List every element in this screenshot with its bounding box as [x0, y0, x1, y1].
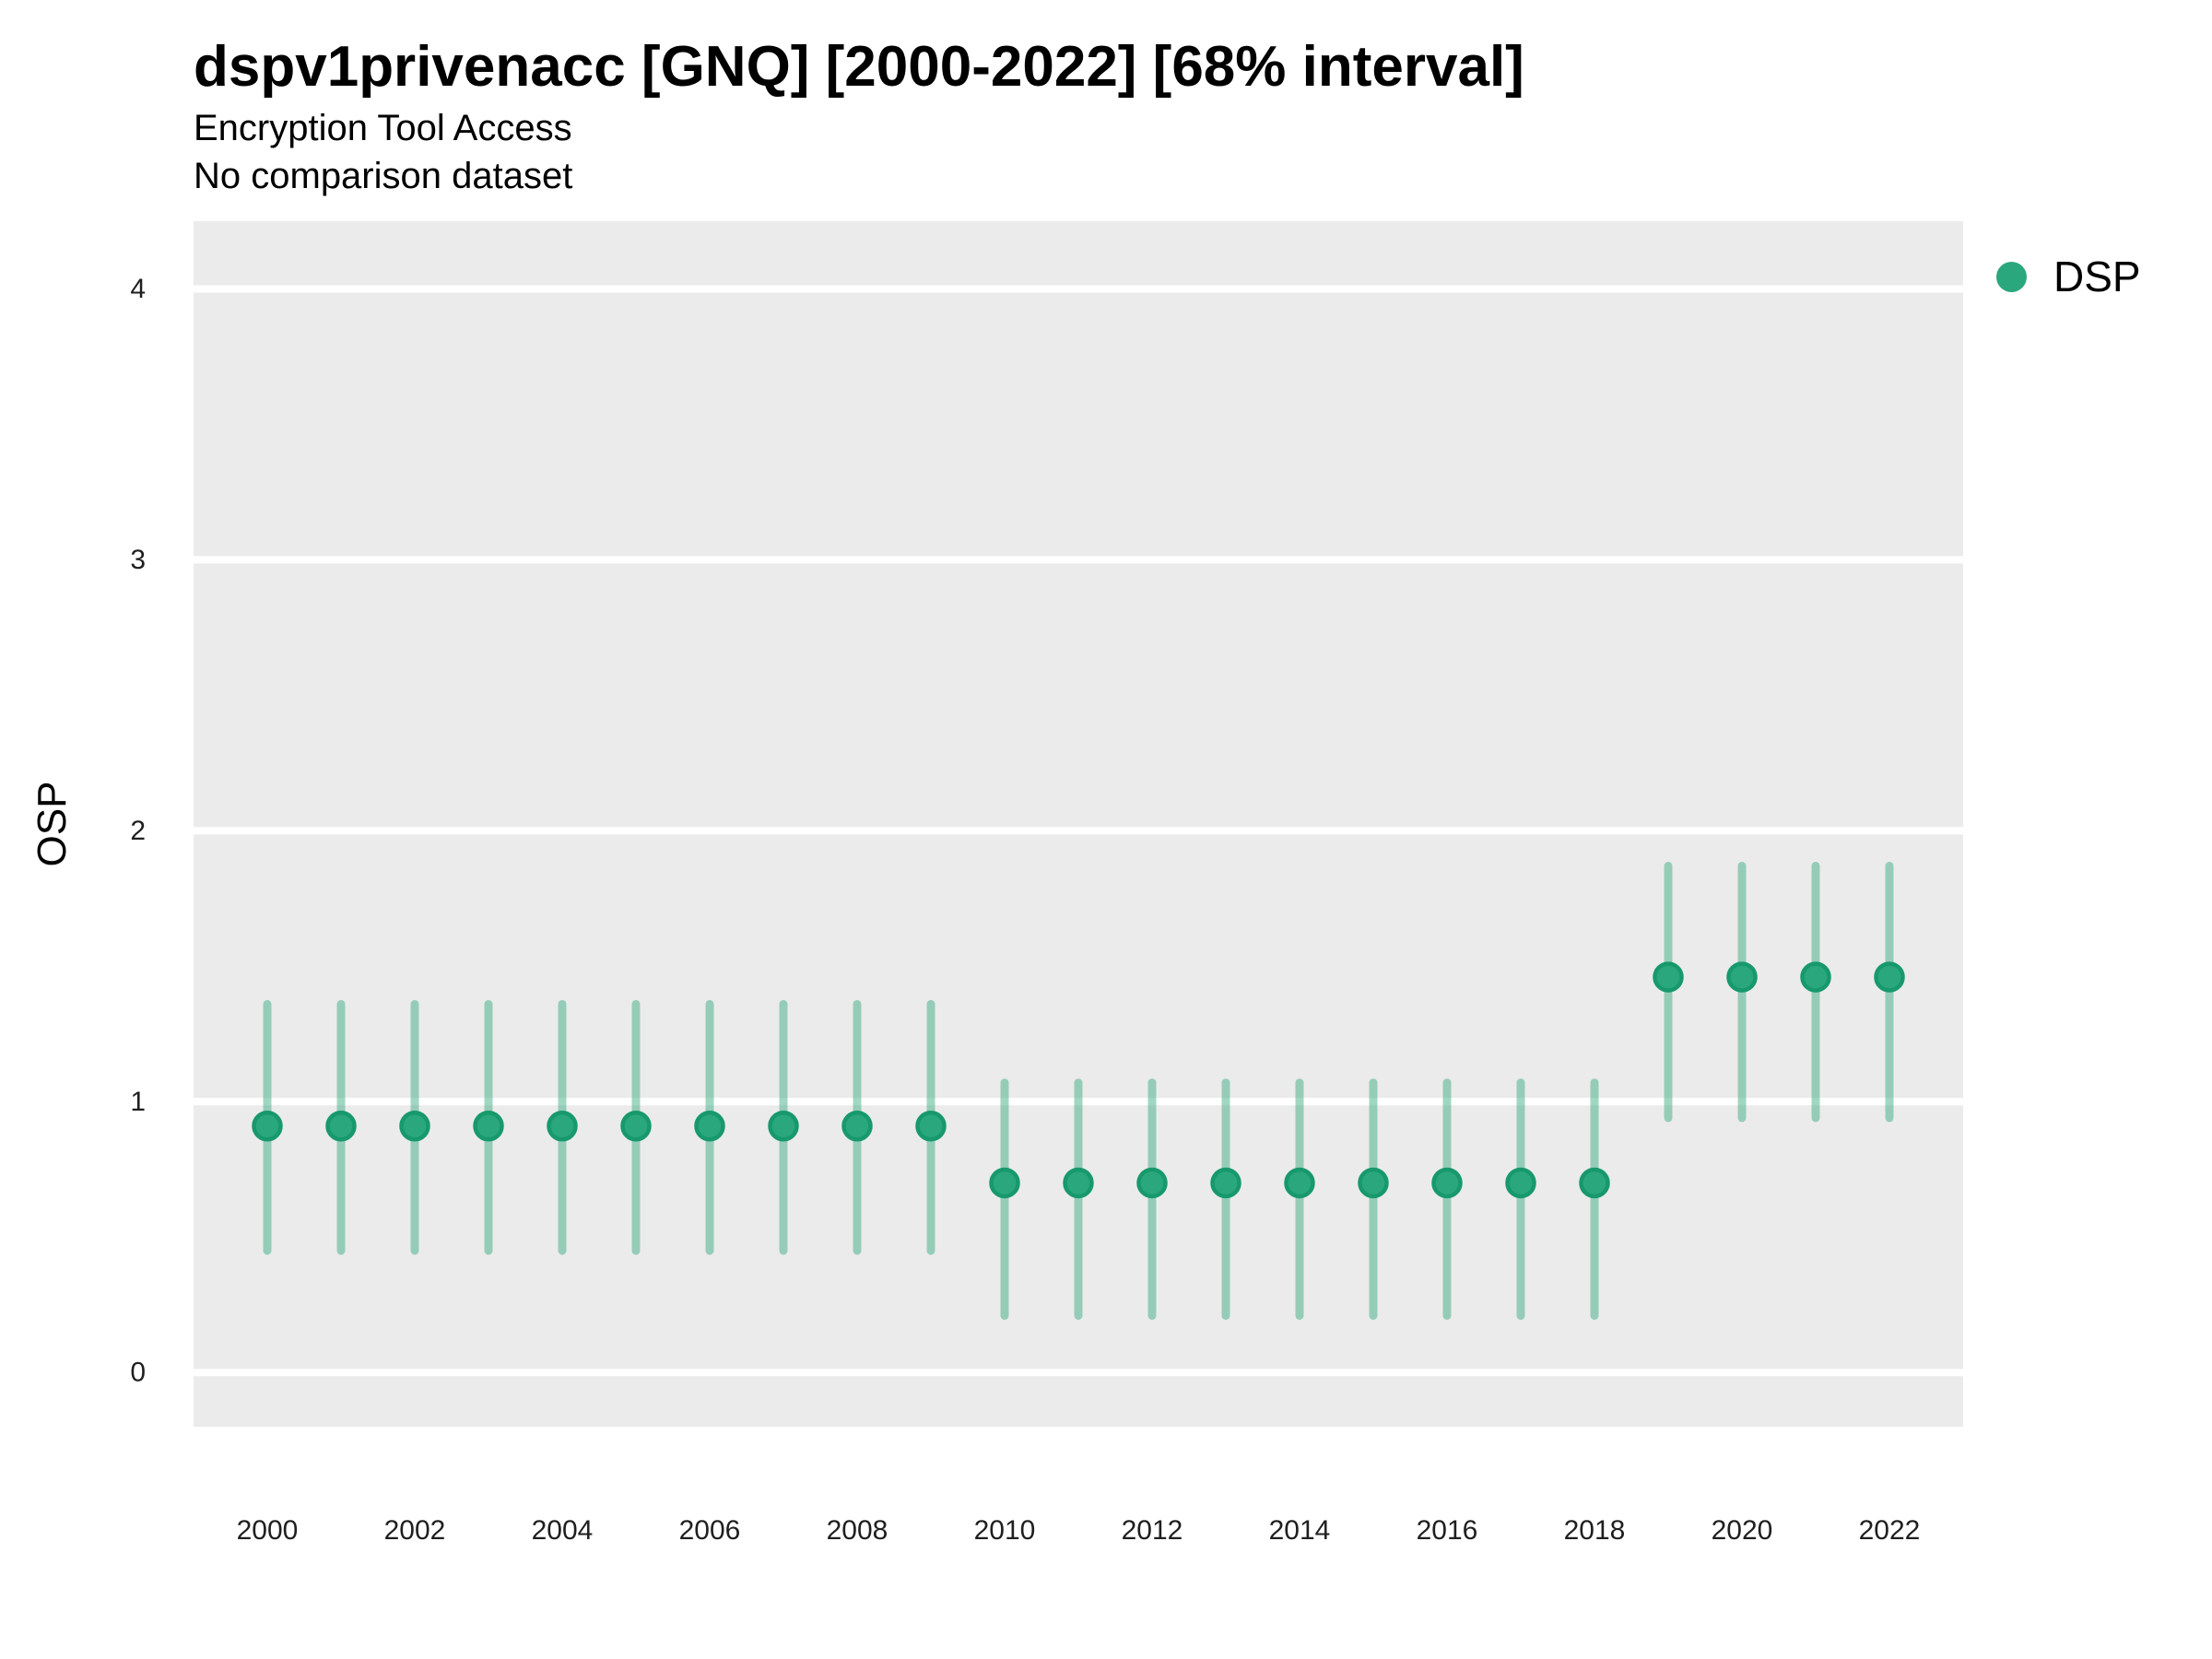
x-tick-label: 2020 [1712, 1515, 1773, 1546]
data-point [1431, 1167, 1463, 1199]
x-tick-label: 2014 [1269, 1515, 1331, 1546]
legend-label-dsp: DSP [2053, 253, 2141, 300]
data-point [1653, 961, 1684, 993]
data-point [1874, 961, 1905, 993]
x-tick-label: 2012 [1122, 1515, 1183, 1546]
panel-background [194, 221, 1963, 1427]
data-point [1358, 1167, 1389, 1199]
x-tick-label: 2022 [1859, 1515, 1921, 1546]
data-point [473, 1110, 504, 1142]
data-point [325, 1110, 357, 1142]
data-point [989, 1167, 1020, 1199]
x-tick-label: 2004 [532, 1515, 594, 1546]
y-tick-label: 3 [130, 545, 146, 575]
data-point [1284, 1167, 1315, 1199]
x-tick-label: 2010 [974, 1515, 1036, 1546]
x-tick-label: 2018 [1564, 1515, 1626, 1546]
y-tick-label: 2 [130, 816, 146, 846]
data-point [252, 1110, 283, 1142]
y-tick-label: 4 [130, 274, 146, 304]
legend: DSP [1996, 253, 2141, 301]
chart-note: No comparison dataset [194, 156, 573, 196]
x-tick-label: 2002 [384, 1515, 446, 1546]
data-point [1210, 1167, 1241, 1199]
legend-marker-dsp [1996, 261, 2027, 292]
x-tick-label: 2016 [1417, 1515, 1478, 1546]
chart-title: dspv1privenacc [GNQ] [2000-2022] [68% in… [194, 35, 1524, 99]
data-point [1136, 1167, 1168, 1199]
x-tick-label: 2006 [679, 1515, 741, 1546]
data-point [694, 1110, 725, 1142]
y-tick-label: 0 [130, 1358, 146, 1388]
data-point [841, 1110, 873, 1142]
data-point [1726, 961, 1758, 993]
data-point [1800, 961, 1831, 993]
data-point [1063, 1167, 1094, 1199]
data-point [620, 1110, 652, 1142]
chart-subtitle: Encryption Tool Access [194, 108, 572, 148]
x-tick-label: 2008 [827, 1515, 888, 1546]
data-point [768, 1110, 799, 1142]
y-tick-label: 1 [130, 1087, 146, 1117]
data-point [915, 1110, 947, 1142]
data-point [399, 1110, 430, 1142]
data-point [547, 1110, 578, 1142]
data-point [1579, 1167, 1610, 1199]
data-point [1505, 1167, 1536, 1199]
x-tick-label: 2000 [237, 1515, 299, 1546]
